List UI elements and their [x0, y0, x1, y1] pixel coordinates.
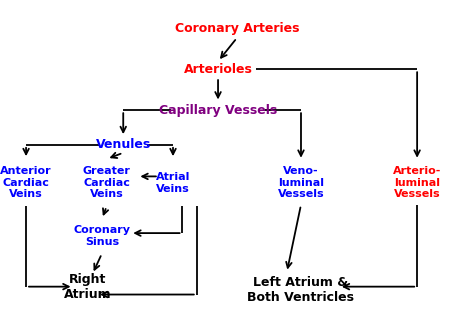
- Text: Arterioles: Arterioles: [183, 63, 253, 76]
- Text: Left Atrium &
Both Ventricles: Left Atrium & Both Ventricles: [247, 276, 355, 304]
- Text: Greater
Cardiac
Veins: Greater Cardiac Veins: [82, 166, 131, 199]
- Text: Right
Atrium: Right Atrium: [64, 273, 111, 301]
- Text: Veno-
luminal
Vessels: Veno- luminal Vessels: [278, 166, 324, 199]
- Text: Atrial
Veins: Atrial Veins: [156, 172, 190, 193]
- Text: Arterio-
luminal
Vessels: Arterio- luminal Vessels: [393, 166, 441, 199]
- Text: Coronary
Sinus: Coronary Sinus: [73, 226, 130, 247]
- Text: Venules: Venules: [96, 138, 151, 152]
- Text: Coronary Arteries: Coronary Arteries: [175, 22, 299, 35]
- Text: Anterior
Cardiac
Veins: Anterior Cardiac Veins: [0, 166, 52, 199]
- Text: Capillary Vessels: Capillary Vessels: [159, 104, 277, 117]
